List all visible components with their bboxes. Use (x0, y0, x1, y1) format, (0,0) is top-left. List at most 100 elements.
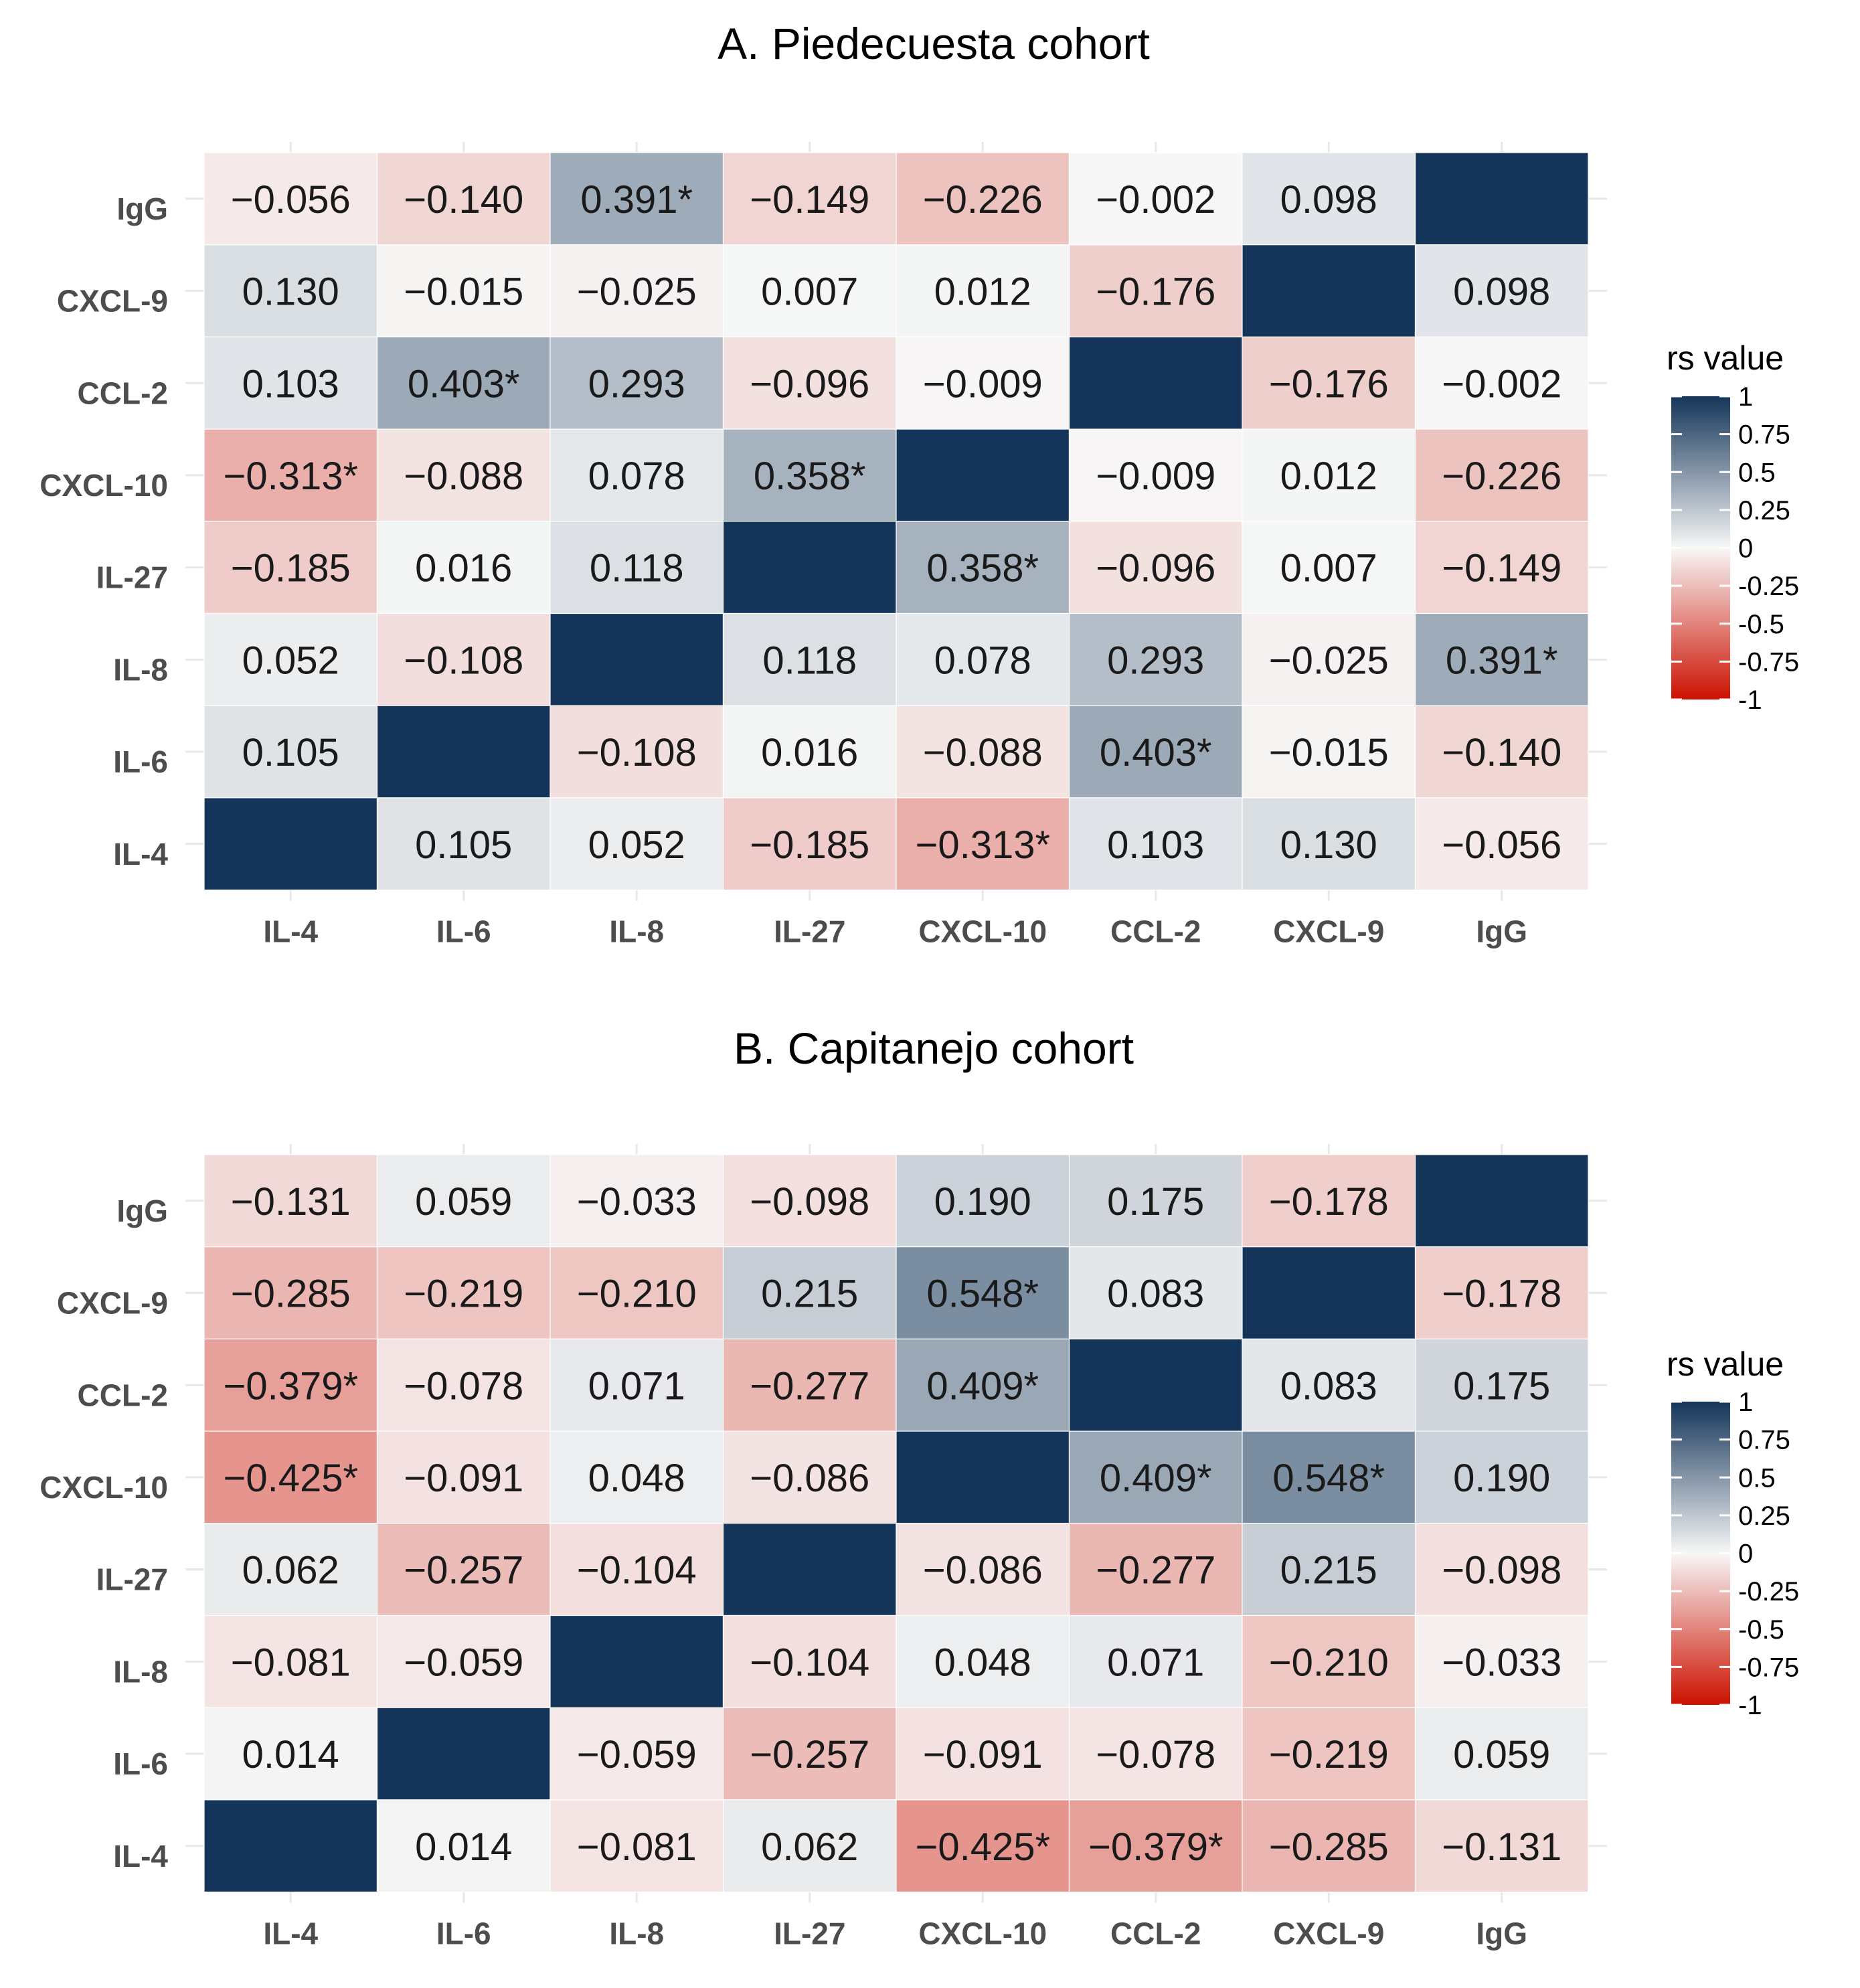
cell-value-label: −0.313* (915, 823, 1050, 867)
heatmap-cell (1242, 612, 1416, 706)
cell-value-label: −0.002 (1096, 178, 1215, 222)
cell-value-label: −0.285 (1269, 1825, 1389, 1869)
heatmap-cell (549, 797, 724, 891)
legend-tick-label: -1 (1738, 1691, 1762, 1720)
y-axis-labels: IgG CXCL-9 CCL-2 CXCL-10 IL-27 IL-8 IL-6 IL-4 (39, 1193, 168, 1874)
heatmap-cell (549, 336, 724, 430)
cell-value-label: −0.098 (1442, 1549, 1561, 1592)
chart-title: B. Capitanejo cohort (734, 1023, 1134, 1073)
heatmap-cell (376, 1523, 551, 1617)
heatmap-cell (203, 1614, 378, 1708)
legend-tick-label: 0.5 (1738, 458, 1776, 487)
cell-value-label: 0.190 (1453, 1457, 1550, 1500)
cell-value-label: −0.185 (750, 823, 869, 867)
x-tick-label: IL-4 (263, 1916, 318, 1951)
y-tick-label: IL-4 (113, 837, 168, 872)
heatmap-cell (549, 244, 724, 338)
heatmap-cell (896, 521, 1070, 614)
y-tick-label: CXCL-10 (39, 468, 168, 503)
cell-value-label: −0.033 (1442, 1641, 1561, 1684)
heatmap-cell (896, 336, 1070, 430)
cell-value-label: −0.149 (1442, 547, 1561, 590)
heatmap-cell (722, 152, 897, 246)
cell-value-label: −0.108 (577, 731, 697, 774)
y-axis-labels: IgG CXCL-9 CCL-2 CXCL-10 IL-27 IL-8 IL-6 IL-4 (39, 191, 168, 872)
heatmap-cell (376, 797, 551, 891)
heatmap-cell (896, 152, 1070, 246)
cell-value-label: 0.071 (588, 1364, 685, 1408)
heatmap-cell (203, 1338, 378, 1432)
cell-value-label: 0.016 (415, 547, 512, 590)
heatmap-cell (896, 244, 1070, 338)
y-tick-label: CXCL-9 (57, 284, 168, 319)
x-tick-label: CXCL-9 (1273, 1916, 1384, 1951)
cell-value-label: 0.071 (1107, 1641, 1204, 1684)
heatmap-cell (1242, 1799, 1416, 1893)
cell-value-label: −0.379* (223, 1364, 358, 1408)
heatmap-cell (896, 705, 1070, 799)
cell-value-label: −0.210 (1269, 1641, 1389, 1684)
cell-value-label: 0.083 (1107, 1272, 1204, 1316)
legend-tick-label: -0.25 (1738, 1577, 1799, 1606)
y-tick-label: IL-27 (96, 1562, 168, 1597)
x-axis-labels: IL-4 IL-6 IL-8 IL-27 CXCL-10 CCL-2 CXCL-9 IgG (263, 1916, 1527, 1951)
x-tick-label: CCL-2 (1110, 914, 1201, 949)
legend-tick-label: 0.75 (1738, 420, 1790, 450)
cell-value-label: 0.007 (1280, 547, 1377, 590)
cell-value-label: 0.190 (934, 1180, 1031, 1224)
cell-value-label: −0.257 (750, 1733, 869, 1776)
heatmap-cell (1242, 1523, 1416, 1617)
heatmap-panel-capitanejo: B. Capitanejo cohort −0.131 0.059 −0.033 −0… (39, 1023, 1799, 1951)
cell-value-label: 0.103 (1107, 823, 1204, 867)
x-tick-label: IL-8 (609, 1916, 664, 1951)
cell-value-label: −0.285 (231, 1272, 351, 1316)
legend-tick-label: 0 (1738, 534, 1753, 564)
legend-tick-label: 0.25 (1738, 1501, 1790, 1531)
heatmap-cell (722, 1707, 897, 1801)
cell-value-label: −0.226 (1442, 454, 1561, 498)
heatmap-cell (549, 612, 724, 706)
heatmap-cell (549, 1523, 724, 1617)
cell-value-label: 0.130 (242, 270, 339, 314)
cell-value-label: −0.210 (577, 1272, 697, 1316)
heatmap-cell (1242, 1338, 1416, 1432)
legend-tick-label: -0.75 (1738, 647, 1799, 677)
cell-value-label: −0.078 (404, 1364, 523, 1408)
heatmap-cell (1242, 705, 1416, 799)
heatmap-cell (203, 1523, 378, 1617)
cell-value-label: −0.131 (231, 1180, 351, 1224)
x-tick-label: CXCL-10 (918, 1916, 1047, 1951)
heatmap-cell (1242, 244, 1416, 338)
x-tick-label: IL-27 (774, 1916, 845, 1951)
y-tick-label: CXCL-9 (57, 1286, 168, 1321)
heatmap-cell (1068, 244, 1243, 338)
heatmap-cell (896, 1799, 1070, 1893)
y-tick-label: CCL-2 (78, 376, 168, 410)
heatmap-cell (376, 428, 551, 522)
cell-value-label: −0.277 (1096, 1549, 1215, 1592)
heatmap-panel-piedecuesta: A. Piedecuesta cohort −0.056 −0.140 0.391*… (39, 19, 1799, 949)
heatmap-cell (549, 705, 724, 799)
heatmap-cell (203, 1430, 378, 1524)
cell-value-label: −0.091 (404, 1457, 523, 1500)
cell-value-label: −0.178 (1442, 1272, 1561, 1316)
heatmap-cell (203, 797, 378, 891)
cell-value-label: 0.118 (590, 547, 684, 590)
cell-value-label: −0.185 (231, 547, 351, 590)
heatmap-cell (896, 428, 1070, 522)
heatmap-cell (1414, 1246, 1589, 1339)
cell-value-label: 0.391* (1446, 639, 1558, 682)
heatmap-cell (549, 1799, 724, 1893)
cell-value-label: −0.059 (577, 1733, 697, 1776)
heatmap-cell (1242, 1707, 1416, 1801)
cell-value-label: 0.548* (926, 1272, 1039, 1316)
cell-value-label: 0.175 (1453, 1364, 1550, 1408)
heatmap-cell (1068, 1246, 1243, 1339)
heatmap-cell (1242, 336, 1416, 430)
cell-value-label: −0.056 (231, 178, 351, 222)
cell-value-label: 0.048 (588, 1457, 685, 1500)
heatmap-cell (376, 1614, 551, 1708)
heatmap-cell (896, 612, 1070, 706)
cell-value-label: 0.098 (1280, 178, 1377, 222)
